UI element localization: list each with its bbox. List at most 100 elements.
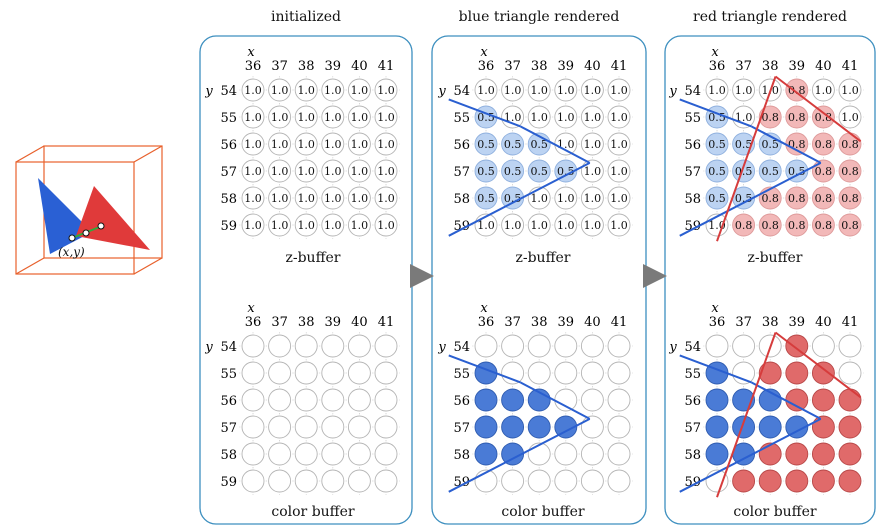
- zbuffer-value: 1.0: [377, 138, 395, 151]
- zbuffer-value: 1.0: [530, 84, 548, 97]
- zbuffer-caption-red: z-buffer: [747, 250, 802, 266]
- zbuffer-value: 0.8: [815, 219, 833, 232]
- color-pixel: [295, 389, 317, 411]
- zbuffer-value: 1.0: [244, 138, 262, 151]
- y-tick-label: 56: [453, 394, 470, 409]
- zbuffer-value: 1.0: [297, 219, 315, 232]
- zbuffer-value: 0.8: [761, 219, 779, 232]
- x-tick-label: 40: [584, 59, 601, 74]
- y-tick-label: 57: [453, 165, 470, 180]
- color-pixel: [375, 389, 397, 411]
- y-tick-label: 57: [220, 421, 237, 436]
- color-pixel: [581, 389, 603, 411]
- colorbuffer-caption-initialized: color buffer: [271, 504, 355, 520]
- color-pixel: [242, 443, 264, 465]
- zbuffer-value: 1.0: [324, 192, 342, 205]
- x-tick-label: 39: [325, 315, 342, 330]
- zbuffer-value: 1.0: [557, 84, 575, 97]
- color-pixel: [348, 362, 370, 384]
- zbuffer-value: 1.0: [610, 111, 628, 124]
- x-tick-label: 40: [815, 315, 832, 330]
- color-pixel: [502, 416, 524, 438]
- y-axis-label: y: [204, 84, 213, 99]
- x-tick-label: 40: [584, 315, 601, 330]
- y-tick-label: 54: [684, 340, 701, 355]
- zbuffer-value: 0.8: [815, 165, 833, 178]
- zbuffer-value: 1.0: [584, 84, 602, 97]
- colorbuffer-caption-red: color buffer: [733, 504, 817, 520]
- y-tick-label: 55: [220, 111, 237, 126]
- color-pixel: [706, 335, 728, 357]
- zbuffer-value: 1.0: [610, 84, 628, 97]
- x-tick-label: 40: [351, 59, 368, 74]
- y-tick-label: 58: [453, 448, 470, 463]
- zbuffer-value: 1.0: [377, 219, 395, 232]
- color-pixel: [375, 470, 397, 492]
- inset-red-triangle: [76, 186, 150, 250]
- zbuffer-value: 1.0: [584, 165, 602, 178]
- color-pixel: [786, 443, 808, 465]
- zbuffer-value: 1.0: [351, 219, 369, 232]
- zbuffer-value: 0.5: [761, 165, 779, 178]
- colorbuffer-caption-blue: color buffer: [501, 504, 585, 520]
- y-tick-label: 57: [220, 165, 237, 180]
- y-axis-label: y: [668, 340, 677, 355]
- zbuffer-value: 1.0: [477, 84, 495, 97]
- color-pixel: [528, 470, 550, 492]
- x-axis-label: x: [247, 45, 255, 60]
- color-pixel: [242, 470, 264, 492]
- color-pixel: [812, 362, 834, 384]
- color-pixel: [375, 416, 397, 438]
- color-pixel: [608, 443, 630, 465]
- zbuffer-value: 0.8: [788, 84, 806, 97]
- zbuffer-value: 1.0: [557, 219, 575, 232]
- x-tick-label: 36: [478, 59, 495, 74]
- color-pixel: [295, 362, 317, 384]
- x-tick-label: 37: [735, 59, 752, 74]
- zbuffer-value: 1.0: [324, 138, 342, 151]
- x-axis-label: x: [711, 45, 719, 60]
- color-pixel: [322, 335, 344, 357]
- color-pixel: [555, 443, 577, 465]
- zbuffer-value: 0.5: [477, 165, 495, 178]
- color-pixel: [295, 335, 317, 357]
- zbuffer-value: 1.0: [584, 111, 602, 124]
- color-pixel: [812, 335, 834, 357]
- color-pixel: [608, 389, 630, 411]
- color-pixel: [528, 335, 550, 357]
- zbuffer-value: 1.0: [557, 138, 575, 151]
- y-tick-label: 58: [684, 448, 701, 463]
- zbuffer-value: 1.0: [735, 84, 753, 97]
- y-axis-label: y: [437, 84, 446, 99]
- color-pixel: [322, 443, 344, 465]
- inset-point-1: [69, 235, 75, 241]
- x-tick-label: 41: [611, 315, 628, 330]
- color-pixel: [502, 470, 524, 492]
- stage-title-initialized: initialized: [271, 9, 341, 25]
- y-tick-label: 57: [684, 421, 701, 436]
- x-tick-label: 41: [378, 315, 395, 330]
- zbuffer-value: 1.0: [841, 111, 859, 124]
- y-tick-label: 58: [220, 192, 237, 207]
- inset-point-label: (x,y): [58, 245, 85, 259]
- color-pixel: [608, 470, 630, 492]
- x-tick-label: 41: [842, 315, 859, 330]
- zbuffer-value: 1.0: [584, 138, 602, 151]
- zbuffer-value: 1.0: [244, 165, 262, 178]
- zbuffer-value: 1.0: [324, 84, 342, 97]
- color-pixel: [269, 362, 291, 384]
- zbuffer-value: 1.0: [584, 219, 602, 232]
- color-pixel: [348, 470, 370, 492]
- zbuffer-value: 1.0: [557, 111, 575, 124]
- y-tick-label: 56: [220, 394, 237, 409]
- zbuffer-value: 0.5: [708, 192, 726, 205]
- zbuffer-value: 1.0: [841, 84, 859, 97]
- x-axis-label: x: [711, 301, 719, 316]
- zbuffer-value: 1.0: [271, 111, 289, 124]
- zbuffer-value: 1.0: [610, 165, 628, 178]
- x-tick-label: 38: [298, 59, 315, 74]
- zbuffer-value: 1.0: [504, 219, 522, 232]
- zbuffer-value: 1.0: [297, 165, 315, 178]
- zbuffer-value: 1.0: [377, 111, 395, 124]
- zbuffer-value: 0.8: [841, 192, 859, 205]
